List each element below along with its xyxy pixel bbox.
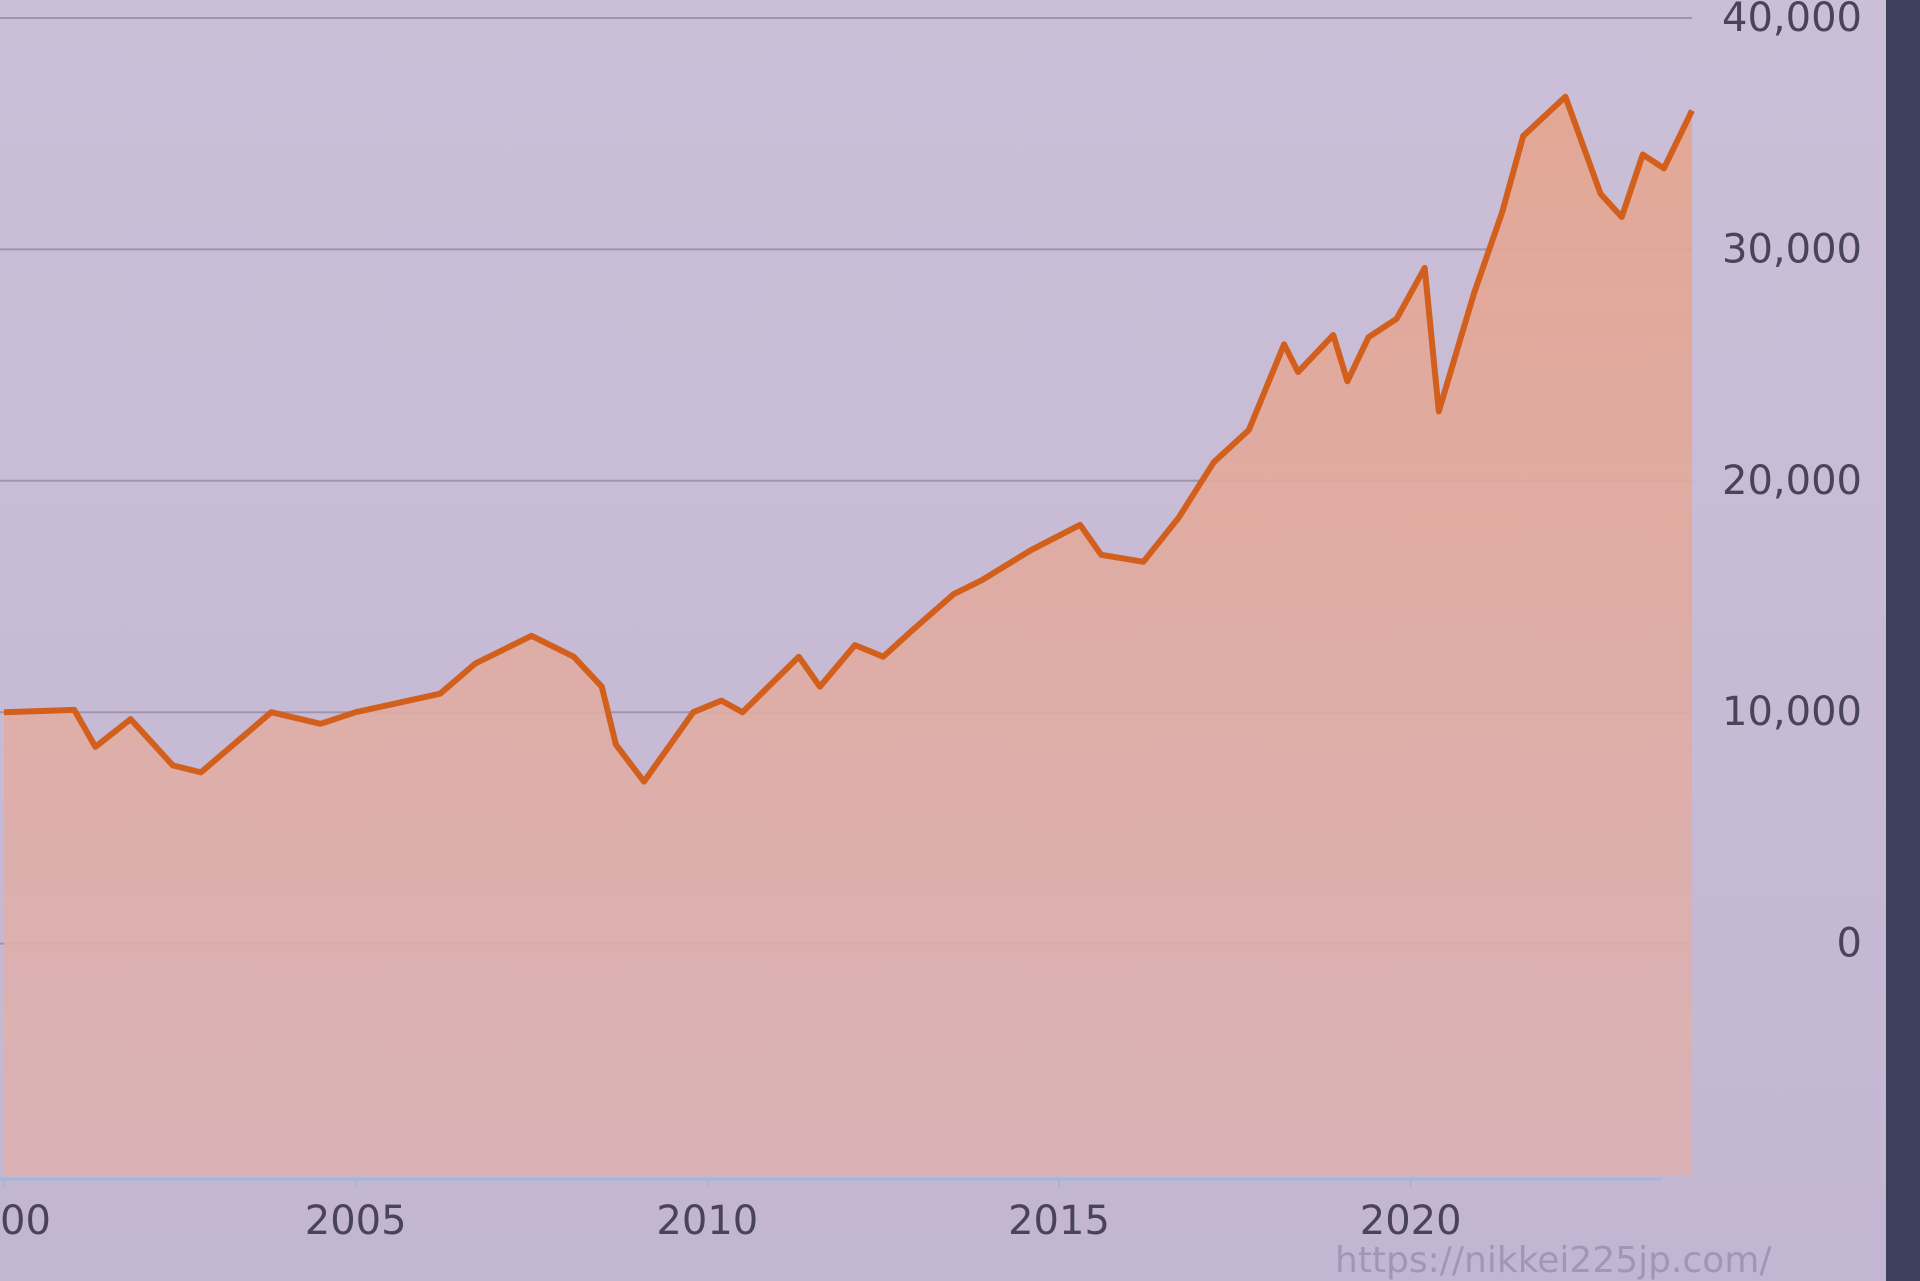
x-tick-label: 2020 — [1360, 1198, 1462, 1244]
y-tick-label: 40,000 — [1722, 0, 1862, 41]
area — [4, 96, 1692, 1176]
y-tick-label: 20,000 — [1722, 458, 1862, 504]
x-tick-label: 2015 — [1008, 1198, 1110, 1244]
screen-edge — [1886, 0, 1920, 1281]
y-tick-label: 30,000 — [1722, 226, 1862, 272]
line — [3, 93, 1695, 785]
watermark: https://nikkei225jp.com/ — [1335, 1240, 1772, 1281]
x-tick-label: 2005 — [305, 1198, 407, 1244]
x-tick-label: 2010 — [656, 1198, 758, 1244]
y-tick-label: 10,000 — [1722, 689, 1862, 735]
x-tick-label: 00 — [0, 1198, 51, 1244]
y-tick-label: 0 — [1837, 921, 1862, 967]
